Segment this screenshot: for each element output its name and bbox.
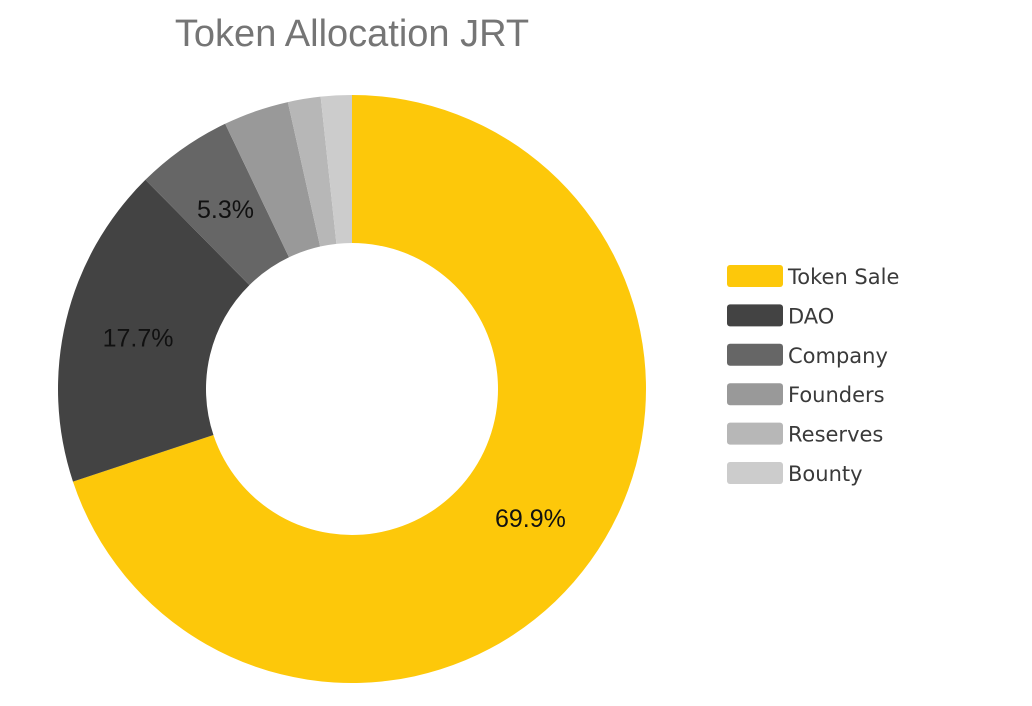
legend-label-dao: DAO — [788, 304, 834, 328]
slice-label-company: 5.3% — [197, 196, 254, 224]
slice-labels-group: 69.9% 17.7% 5.3% — [103, 196, 566, 533]
legend-swatch-dao — [727, 304, 783, 327]
slice-reserves — [287, 96, 337, 247]
legend-swatch-reserves — [727, 422, 783, 445]
slice-founders — [225, 102, 321, 258]
legend-label-token-sale: Token Sale — [787, 265, 899, 289]
legend-label-reserves: Reserves — [788, 423, 883, 447]
slice-token-sale — [72, 95, 646, 683]
legend-swatch-bounty — [727, 462, 783, 484]
slice-dao — [57, 179, 250, 482]
legend: Token Sale DAO Company Founders Reserves Boun… — [727, 265, 899, 486]
legend-label-bounty: Bounty — [788, 462, 863, 486]
slices-group — [57, 95, 646, 683]
slice-label-dao: 17.7% — [103, 325, 174, 353]
slice-company — [145, 123, 290, 286]
slice-bounty — [320, 95, 352, 244]
legend-swatch-company — [727, 343, 783, 366]
legend-swatch-founders — [727, 383, 783, 406]
legend-swatch-token-sale — [727, 265, 783, 287]
legend-label-founders: Founders — [788, 383, 885, 407]
slice-label-token-sale: 69.9% — [495, 505, 566, 533]
legend-label-company: Company — [788, 344, 888, 368]
chart-title: Token Allocation JRT — [175, 13, 529, 55]
